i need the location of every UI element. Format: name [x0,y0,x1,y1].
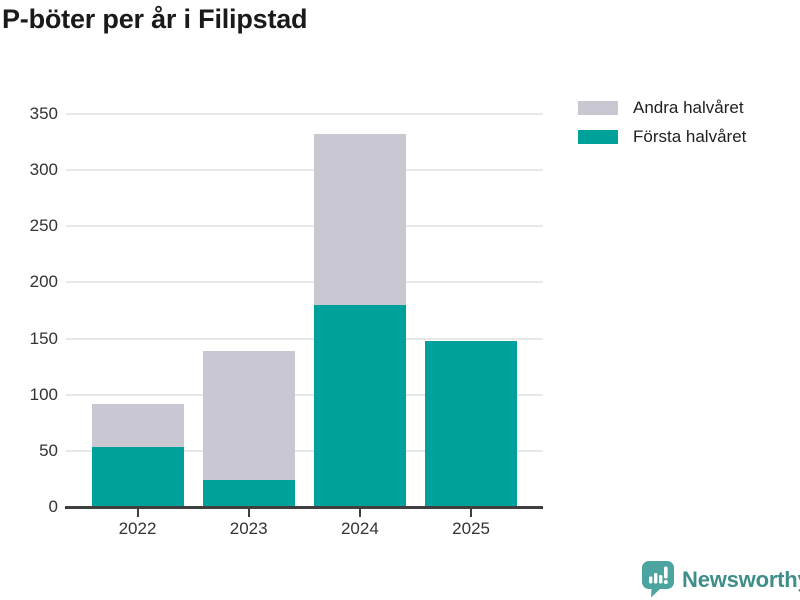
y-tick-label: 350 [29,104,58,123]
newsworthy-icon [642,561,674,598]
bar-2024-andra [313,134,406,305]
legend-label: Andra halvåret [633,98,744,117]
y-tick-label: 50 [39,440,58,460]
x-tick-label: 2025 [452,519,490,538]
bar-2025-forsta [425,340,518,507]
bar-2024-forsta [313,304,406,507]
brand-logo: Newsworthy [642,561,800,598]
y-tick-label: 200 [29,272,58,292]
y-tick-label: 100 [29,384,58,404]
x-axis-line [65,506,543,509]
bar-2022-forsta [91,447,184,507]
y-tick-label: 0 [48,497,58,516]
x-tick [358,509,361,517]
legend-swatch [578,101,618,115]
legend: Andra halvåret Första halvåret [578,98,746,156]
chart-title: P-böter per år i Filipstad [2,4,308,34]
brand-name: Newsworthy [682,566,800,592]
legend-item-1: Första halvåret [578,127,746,147]
bar-2022-andra [91,403,184,448]
y-tick-label: 150 [29,328,58,348]
x-tick-label: 2022 [118,519,157,538]
x-tick-label: 2023 [229,519,268,538]
y-tick-label: 300 [29,160,58,180]
gridline [66,393,543,396]
x-tick [247,509,250,517]
x-tick [470,509,473,517]
legend-item-0: Andra halvåret [578,98,746,118]
bar-2023-forsta [202,480,295,507]
gridline [66,281,543,284]
gridline [66,225,543,228]
gridline [66,169,543,172]
y-tick-label: 250 [29,216,58,236]
bar-2023-andra [202,350,295,481]
gridline [66,337,543,340]
gridline [66,113,543,115]
gridline [66,449,543,452]
x-tick-label: 2024 [340,519,379,538]
legend-label: Första halvåret [633,127,747,146]
legend-swatch [578,130,618,144]
x-tick [136,509,139,517]
